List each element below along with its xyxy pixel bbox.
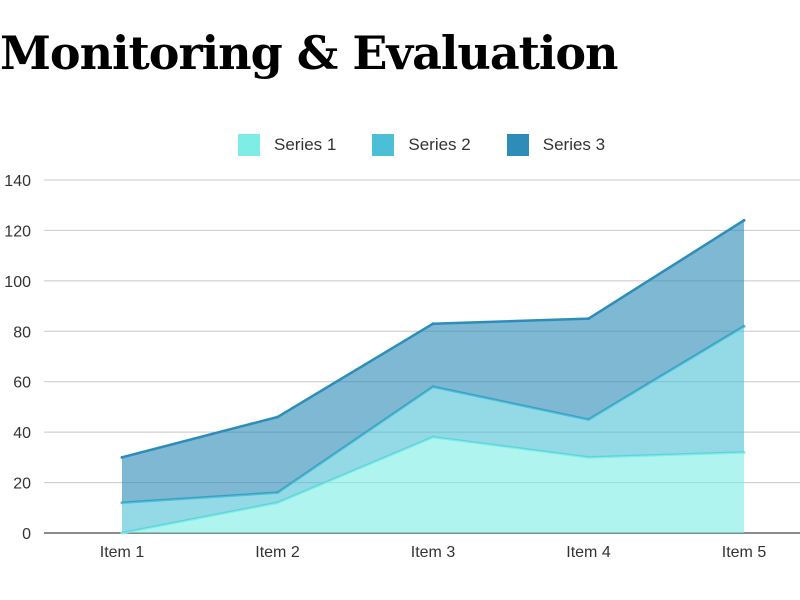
x-tick-label-2: Item 2 xyxy=(255,544,300,561)
point-series-3-2 xyxy=(276,415,279,419)
area-series-2 xyxy=(122,326,744,533)
legend-label-series-3: Series 3 xyxy=(542,135,606,154)
legend-item-series-1: Series 1 xyxy=(238,134,336,156)
area-series-1 xyxy=(122,437,744,533)
y-tick-label-140: 140 xyxy=(4,173,31,190)
legend-item-series-2: Series 2 xyxy=(372,134,471,156)
legend-swatch-series-2 xyxy=(372,134,395,156)
legend-swatch-series-1 xyxy=(238,134,260,156)
x-tick-label-3: Item 3 xyxy=(411,544,456,561)
point-series-3-4 xyxy=(587,317,590,321)
x-tick-label-5: Item 5 xyxy=(722,544,767,561)
y-tick-label-40: 40 xyxy=(13,425,31,442)
x-tick-label-1: Item 1 xyxy=(100,544,145,561)
area-series-3 xyxy=(122,220,744,503)
y-tick-label-60: 60 xyxy=(13,375,31,392)
legend-label-series-2: Series 2 xyxy=(408,135,471,154)
y-tick-label-120: 120 xyxy=(4,223,31,240)
x-tick-label-4: Item 4 xyxy=(566,544,611,561)
legend-item-series-3: Series 3 xyxy=(506,134,606,156)
legend-swatch-series-3 xyxy=(506,134,529,156)
y-tick-label-80: 80 xyxy=(13,324,31,341)
legend: Series 1 Series 2 Series 3 xyxy=(238,134,605,156)
chart-title: Monitoring & Evaluation xyxy=(0,26,618,80)
point-series-3-3 xyxy=(431,322,435,326)
point-series-3-1 xyxy=(120,455,124,459)
legend-label-series-1: Series 1 xyxy=(274,135,337,154)
y-tick-label-0: 0 xyxy=(22,526,31,543)
point-series-3-5 xyxy=(742,218,746,222)
y-tick-label-20: 20 xyxy=(13,476,31,493)
y-tick-label-100: 100 xyxy=(4,274,31,291)
